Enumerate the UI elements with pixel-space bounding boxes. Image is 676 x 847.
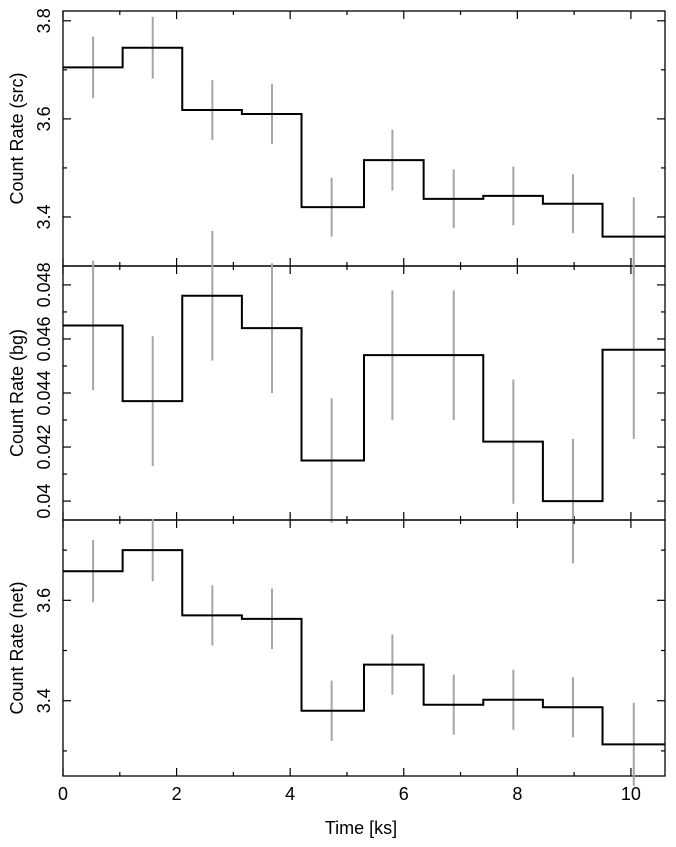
x-tick-label: 6 xyxy=(399,784,409,804)
x-tick-label: 0 xyxy=(58,784,68,804)
x-axis: 0 2 4 6 8 10 xyxy=(58,784,641,804)
panel-bg: 0.04 0.042 0.044 0.046 0.048 Count Rate (bg) xyxy=(7,230,666,564)
y-tick-label: 3.6 xyxy=(34,106,54,131)
y-tick-label: 0.048 xyxy=(34,262,54,307)
x-tick-label: 2 xyxy=(172,784,182,804)
y-tick-label: 0.042 xyxy=(34,425,54,470)
y-axis-label: Count Rate (bg) xyxy=(7,329,27,457)
panel-net: 3.4 3.6 Count Rate (net) xyxy=(7,518,666,787)
y-tick-label: 0.046 xyxy=(34,316,54,361)
y-axis-label: Count Rate (src) xyxy=(7,72,27,204)
x-axis-label: Time [ks] xyxy=(325,818,397,838)
y-tick-label: 3.8 xyxy=(34,8,54,33)
y-tick-label: 3.6 xyxy=(34,588,54,613)
y-tick-label: 0.044 xyxy=(34,370,54,415)
plot-frame xyxy=(62,519,666,777)
y-tick-label: 0.04 xyxy=(34,484,54,519)
x-tick-label: 10 xyxy=(621,784,641,804)
step-series xyxy=(63,294,665,503)
panel-src: 3.4 3.6 3.8 Count Rate (src) xyxy=(7,8,666,276)
y-tick-label: 3.4 xyxy=(34,688,54,713)
y-tick-label: 3.4 xyxy=(34,204,54,229)
step-series xyxy=(63,46,665,238)
x-tick-label: 4 xyxy=(285,784,295,804)
y-axis-label: Count Rate (net) xyxy=(7,581,27,714)
step-series xyxy=(63,549,665,746)
x-tick-label: 8 xyxy=(512,784,522,804)
